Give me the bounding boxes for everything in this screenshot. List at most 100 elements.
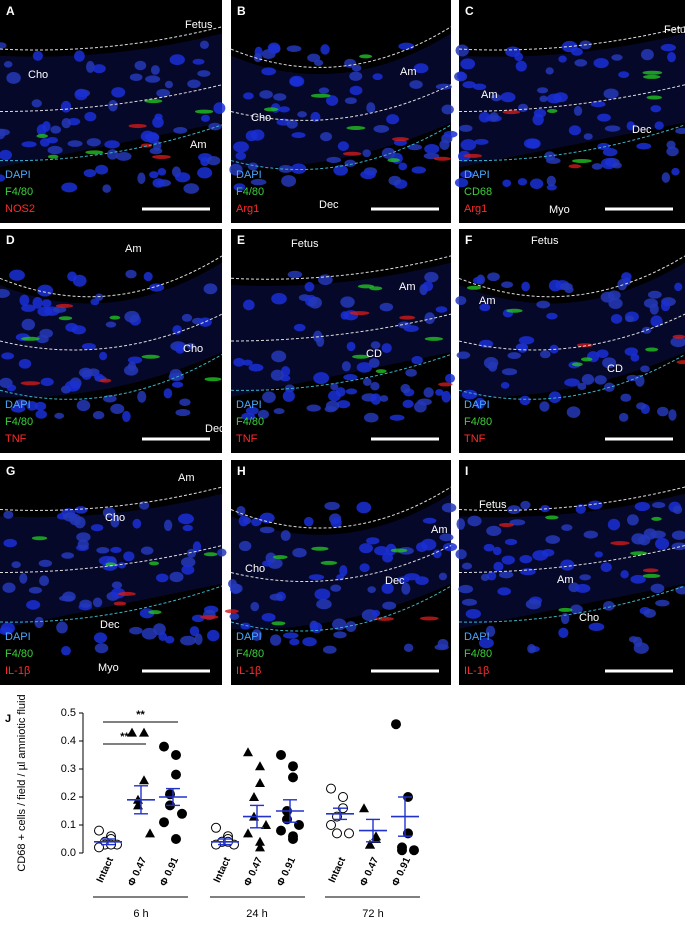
boundary [458, 255, 685, 298]
nucleus [504, 538, 518, 546]
nucleus [610, 313, 623, 324]
nucleus [197, 70, 211, 77]
nucleus [498, 571, 514, 579]
y-tick-label: 0.5 [61, 707, 76, 719]
panel: G Am Cho Dec Myo DAPI F4/80 IL-1β [0, 460, 227, 685]
nucleus [284, 384, 295, 393]
nucleus [129, 626, 143, 635]
stain-label: DAPI [464, 631, 490, 643]
nucleus [422, 517, 437, 524]
nucleus [579, 574, 591, 581]
nucleus [287, 270, 303, 279]
nucleus [282, 632, 299, 639]
nucleus [479, 303, 491, 312]
nucleus [343, 374, 358, 381]
nucleus [250, 601, 260, 612]
nucleus [102, 507, 116, 518]
data-point [243, 828, 253, 838]
nucleus [187, 79, 201, 89]
nucleus [340, 296, 355, 308]
nucleus [459, 124, 473, 132]
y-tick-label: 0.1 [61, 819, 76, 831]
nucleus [640, 48, 654, 61]
nucleus [478, 637, 494, 649]
nucleus [110, 515, 120, 528]
nucleus [92, 597, 103, 608]
error-bar [398, 796, 412, 837]
stain-label: DAPI [5, 399, 31, 411]
error-bar [283, 799, 297, 823]
nucleus [590, 101, 606, 108]
nucleus [137, 390, 147, 403]
nucleus [3, 510, 14, 519]
nucleus [40, 377, 54, 387]
data-point [255, 778, 265, 787]
cell [424, 336, 444, 341]
nucleus [21, 141, 37, 148]
region-label: CD [607, 363, 623, 375]
nucleus [356, 362, 373, 373]
cell [47, 154, 59, 159]
nucleus [304, 281, 315, 292]
data-point [276, 825, 286, 836]
nucleus [596, 349, 609, 358]
nucleus [487, 361, 498, 372]
nucleus [366, 537, 380, 545]
nucleus [93, 632, 107, 644]
error-bar [218, 838, 232, 846]
data-point [139, 775, 149, 785]
nucleus [472, 83, 487, 91]
nucleus [169, 571, 184, 583]
nucleus [667, 51, 676, 63]
nucleus [289, 638, 300, 646]
data-point [94, 825, 104, 836]
nucleus [370, 381, 380, 391]
nucleus [583, 133, 593, 140]
nucleus [85, 60, 95, 73]
boundary [0, 84, 223, 112]
boundary [0, 26, 223, 51]
nucleus [61, 645, 71, 656]
nucleus [150, 65, 160, 75]
nucleus [618, 412, 629, 422]
nucleus [521, 281, 530, 292]
cell [571, 362, 583, 367]
nucleus [199, 40, 209, 49]
nucleus [208, 122, 222, 131]
nucleus [341, 361, 351, 372]
stain-label: DAPI [464, 169, 490, 181]
nucleus [320, 44, 330, 55]
cell [643, 74, 661, 79]
nucleus [507, 505, 521, 515]
nucleus [454, 178, 469, 188]
nucleus [532, 113, 544, 126]
nucleus [180, 635, 197, 646]
nucleus [96, 547, 110, 554]
cell [572, 158, 592, 163]
nucleus [328, 390, 341, 402]
nucleus [318, 87, 330, 94]
cell [352, 354, 370, 359]
nucleus [362, 149, 372, 158]
nucleus [92, 411, 105, 420]
nucleus [229, 163, 243, 176]
nucleus [561, 524, 573, 531]
nucleus [90, 524, 104, 532]
cell [498, 522, 514, 527]
nucleus [603, 88, 619, 99]
nucleus [671, 530, 685, 540]
data-point [255, 842, 265, 852]
nucleus [291, 132, 306, 139]
nucleus [262, 560, 273, 567]
nucleus [67, 271, 77, 282]
data-point [409, 845, 419, 856]
nucleus [47, 145, 63, 155]
nucleus [186, 342, 196, 350]
cell [463, 153, 482, 158]
nucleus [370, 393, 382, 405]
nucleus [626, 514, 639, 526]
region-label: Fetus [531, 235, 559, 247]
nucleus [0, 149, 12, 161]
stain-label: F4/80 [5, 648, 33, 660]
nucleus [660, 300, 671, 312]
